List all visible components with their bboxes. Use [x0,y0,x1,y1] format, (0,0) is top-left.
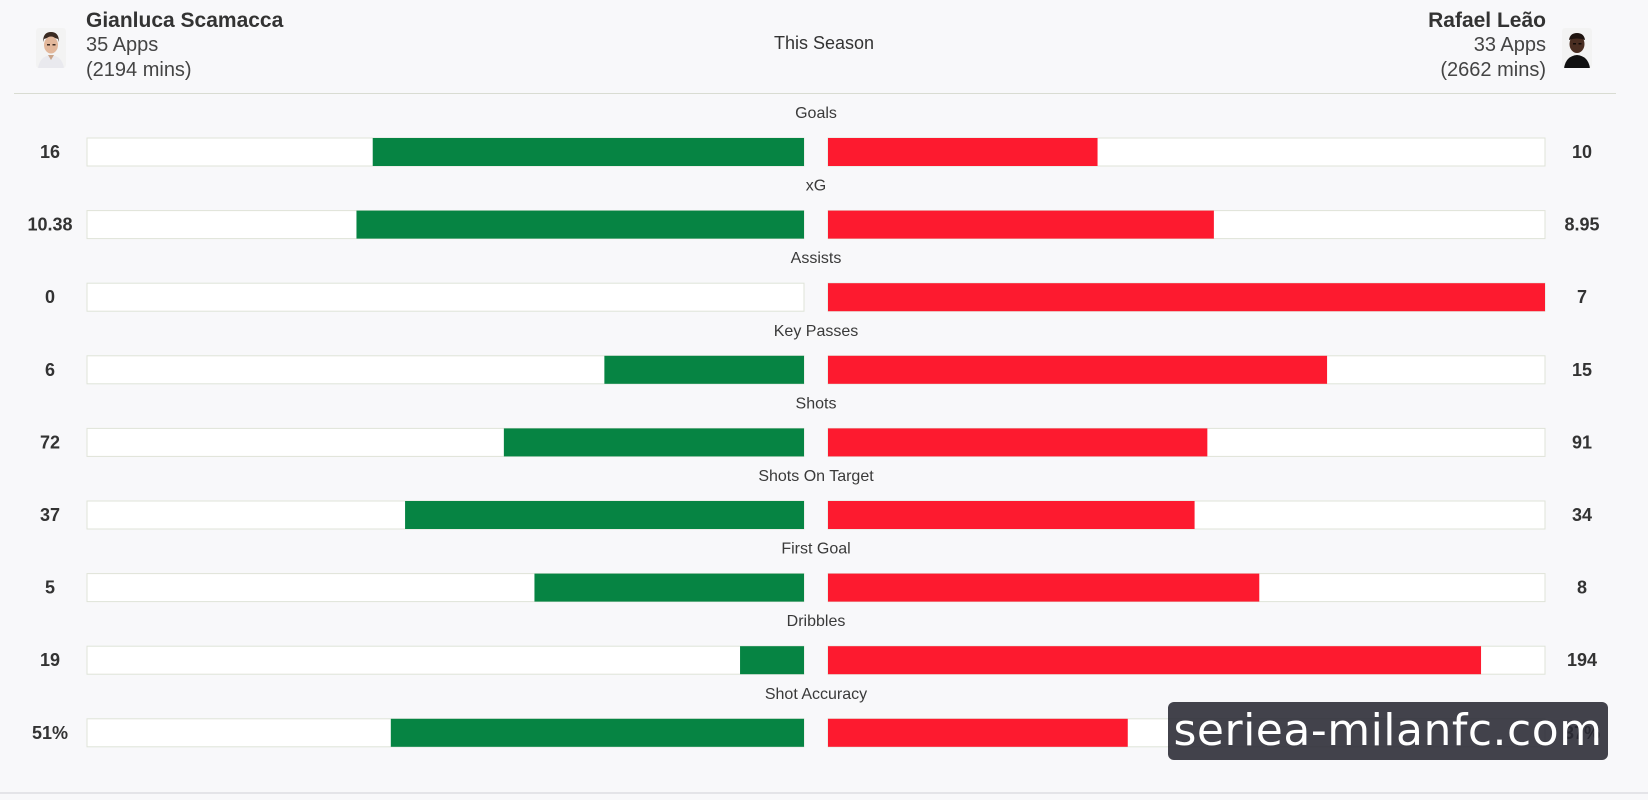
right-value-shots-on-target: 34 [1572,505,1592,525]
right-player-name: Rafael Leão [1428,9,1546,32]
right-player-photo-icon [1562,28,1592,68]
right-value-key-passes: 15 [1572,360,1592,380]
stat-label-dribbles: Dribbles [787,613,846,630]
right-bar-shots-on-target [828,501,1195,529]
left-bar-xg [356,210,804,239]
left-player-name: Gianluca Scamacca [86,9,284,32]
right-player-apps: 33 Apps [1473,34,1546,56]
stat-label-assists: Assists [791,250,842,267]
right-value-assists: 7 [1577,287,1587,307]
right-bar-dribbles [828,646,1482,675]
right-value-xg: 8.95 [1564,215,1599,235]
stat-label-shots: Shots [796,395,837,412]
comparison-header: Gianluca Scamacca 35 Apps (2194 mins) Th… [0,0,1648,94]
stat-label-first-goal: First Goal [781,541,850,558]
left-value-key-passes: 6 [45,360,55,380]
left-bar-shots-on-target [405,501,804,529]
right-player-mins: (2662 mins) [1440,59,1546,81]
left-value-shots: 72 [40,432,60,452]
right-value-goals: 10 [1572,142,1592,162]
right-player-avatar [1562,28,1592,68]
left-bar-shots [503,428,804,457]
right-bar-key-passes [828,355,1328,384]
left-bar-shot-accuracy [390,718,804,747]
left-player-photo-icon [36,28,66,68]
left-bar-first-goal [534,573,804,602]
left-player-avatar [36,28,66,68]
stat-label-key-passes: Key Passes [774,323,858,340]
left-bar-key-passes [604,355,804,384]
stat-label-goals: Goals [795,105,837,122]
right-bar-first-goal [828,573,1260,602]
left-value-first-goal: 5 [45,578,55,598]
right-bar-shots [828,428,1208,457]
left-bar-goals [372,138,804,166]
right-value-first-goal: 8 [1577,578,1587,598]
stat-label-shot-accuracy: Shot Accuracy [765,686,867,703]
watermark: seriea-milanfc.com [1168,702,1608,760]
season-label: This Season [773,33,875,53]
right-bar-shot-accuracy [828,718,1128,747]
left-value-goals: 16 [40,142,60,162]
left-player-apps: 35 Apps [86,34,159,56]
left-track-dribbles [86,645,805,675]
left-value-shots-on-target: 37 [40,505,60,525]
left-player-mins: (2194 mins) [86,59,192,81]
right-value-dribbles: 194 [1567,650,1597,670]
right-player-info: Rafael Leão 33 Apps (2662 mins) [1428,8,1546,83]
stat-label-xg: xG [806,178,826,195]
left-value-assists: 0 [45,287,55,307]
left-player-info: Gianluca Scamacca 35 Apps (2194 mins) [86,8,283,83]
left-value-shot-accuracy: 51% [32,723,68,743]
left-value-dribbles: 19 [40,650,60,670]
header-divider [14,93,1616,94]
stat-label-shots-on-target: Shots On Target [758,468,874,485]
right-bar-assists [828,283,1545,312]
left-bar-dribbles [740,646,804,675]
left-value-xg: 10.38 [27,215,72,235]
right-bar-goals [828,138,1098,166]
right-value-shots: 91 [1572,432,1592,452]
right-bar-xg [828,210,1214,239]
left-track-assists [86,282,805,312]
bottom-divider [0,792,1648,794]
